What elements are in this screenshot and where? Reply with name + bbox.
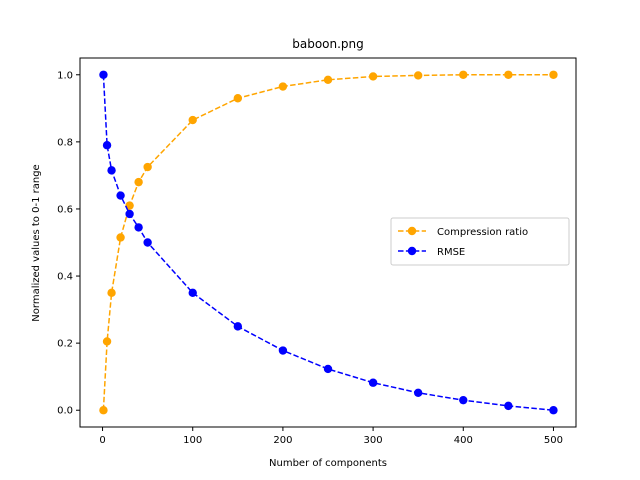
- data-point-rmse: [99, 70, 108, 79]
- data-point-rmse: [459, 395, 468, 405]
- data-point-rmse: [188, 288, 197, 298]
- x-tick-label: 100: [183, 435, 202, 446]
- y-tick-label: 0.4: [57, 272, 73, 283]
- data-point-rmse: [134, 223, 143, 232]
- series-line-rmse: [102, 74, 554, 411]
- y-tick-label: 0.6: [57, 204, 73, 215]
- legend-marker-rmse: [407, 246, 417, 256]
- x-tick-label: 300: [364, 435, 383, 446]
- y-tick-label: 0.8: [57, 137, 73, 148]
- data-point-compression-ratio: [459, 70, 468, 79]
- y-tick-label: 0.2: [57, 339, 73, 350]
- legend-box: [390, 217, 570, 266]
- y-axis: 0.0 0.2 0.4 0.6 0.8 1.0: [57, 70, 80, 417]
- data-point-rmse: [233, 322, 243, 331]
- data-point-rmse: [143, 238, 152, 247]
- x-axis-label: Number of components: [269, 458, 387, 469]
- axes-frame: [79, 57, 577, 428]
- data-point-compression-ratio: [102, 337, 112, 346]
- data-point-compression-ratio: [278, 82, 288, 91]
- legend-label-rmse: RMSE: [437, 247, 465, 258]
- data-point-rmse: [323, 364, 333, 374]
- data-point-compression-ratio: [368, 72, 378, 81]
- data-point-rmse: [107, 166, 116, 175]
- data-point-compression-ratio: [107, 288, 116, 298]
- data-point-rmse: [102, 141, 112, 150]
- data-point-rmse: [413, 388, 423, 397]
- series-line-compression-ratio: [102, 74, 554, 411]
- y-tick-label: 1.0: [57, 70, 73, 81]
- chart-title: baboon.png: [292, 37, 364, 51]
- x-tick-label: 0: [99, 435, 105, 446]
- plot-area: [99, 70, 558, 415]
- data-point-compression-ratio: [99, 406, 108, 415]
- y-tick-label: 0.0: [57, 406, 73, 417]
- data-point-compression-ratio: [143, 162, 152, 172]
- data-point-compression-ratio: [134, 177, 143, 187]
- data-point-rmse: [504, 401, 513, 411]
- data-point-rmse: [116, 191, 125, 200]
- x-tick-label: 400: [454, 435, 473, 446]
- series-compression-ratio: [99, 70, 558, 415]
- data-point-compression-ratio: [413, 71, 423, 80]
- data-point-compression-ratio: [116, 233, 125, 242]
- data-point-compression-ratio: [233, 94, 243, 103]
- data-point-rmse: [368, 378, 378, 387]
- y-axis-label: Normalized values to 0-1 range: [31, 164, 42, 321]
- data-point-rmse: [549, 406, 558, 415]
- data-point-compression-ratio: [188, 115, 197, 125]
- x-tick-label: 500: [544, 435, 563, 446]
- data-point-rmse: [125, 209, 134, 219]
- legend: Compression ratio RMSE: [390, 217, 570, 266]
- x-axis: 0 100 200 300 400 500: [99, 427, 563, 446]
- data-point-compression-ratio: [549, 70, 558, 79]
- legend-label-compression-ratio: Compression ratio: [437, 227, 528, 238]
- data-point-compression-ratio: [323, 75, 333, 85]
- series-rmse: [99, 70, 558, 415]
- x-tick-label: 200: [273, 435, 292, 446]
- data-point-compression-ratio: [504, 70, 513, 79]
- data-point-compression-ratio: [125, 201, 134, 210]
- data-point-rmse: [278, 346, 288, 355]
- legend-marker-compression-ratio: [407, 226, 417, 236]
